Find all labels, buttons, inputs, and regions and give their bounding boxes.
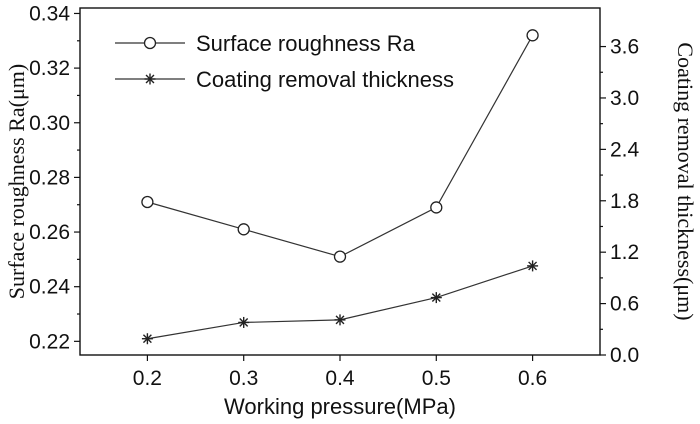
y2-tick-label: 3.0 — [610, 87, 639, 110]
y-tick-label: 0.28 — [29, 166, 70, 189]
y-axis-title: Surface roughness Ra(μm) — [4, 64, 29, 299]
x-tick-label: 0.6 — [518, 367, 547, 390]
y-tick-label: 0.30 — [29, 112, 70, 135]
series-2-point — [334, 314, 346, 326]
series-2-point — [430, 292, 442, 304]
legend-label-1: Surface roughness Ra — [196, 31, 416, 56]
series-2-point — [238, 316, 250, 328]
y-tick-label: 0.32 — [29, 57, 70, 80]
x-axis-title: Working pressure(MPa) — [224, 394, 456, 419]
y2-tick-label: 1.8 — [610, 190, 639, 213]
series-1-point — [237, 223, 250, 236]
y2-tick-label: 0.6 — [610, 293, 639, 316]
axes — [79, 7, 601, 356]
legend-marker-1 — [143, 36, 157, 50]
y-tick-label: 0.22 — [29, 330, 70, 353]
y2-tick-label: 3.6 — [610, 36, 639, 59]
series-2-line — [147, 265, 533, 340]
series-1-point — [333, 250, 347, 263]
y-tick-label: 0.34 — [29, 2, 70, 25]
series-1-point — [430, 201, 443, 214]
y2-tick-label: 0.0 — [610, 344, 639, 367]
y-tick-label: 0.24 — [29, 276, 70, 299]
series-1-point — [141, 195, 154, 209]
legend: Surface roughness Ra Coating removal thic… — [115, 31, 454, 92]
y2-tick-label: 2.4 — [610, 138, 640, 161]
series-layer — [141, 29, 539, 345]
x-tick-label: 0.5 — [422, 367, 451, 390]
legend-label-2: Coating removal thickness — [196, 67, 454, 92]
x-tick-label: 0.3 — [229, 367, 258, 390]
series-1-point — [526, 29, 539, 42]
y-tick-label: 0.26 — [29, 221, 70, 244]
series-2-point — [141, 333, 153, 345]
legend-marker-2 — [144, 73, 156, 85]
plot-frame — [79, 7, 601, 356]
ticks: 0.2 0.3 0.4 0.5 0.6 0.22 0.24 0.26 0.28 0.30 0.32 0… — [29, 2, 639, 390]
x-tick-label: 0.2 — [133, 367, 162, 390]
x-tick-label: 0.4 — [325, 367, 355, 390]
y2-axis-title: Coating removal thickness(μm) — [673, 42, 698, 320]
series-2-point — [527, 260, 539, 272]
y2-tick-label: 1.2 — [610, 241, 639, 264]
